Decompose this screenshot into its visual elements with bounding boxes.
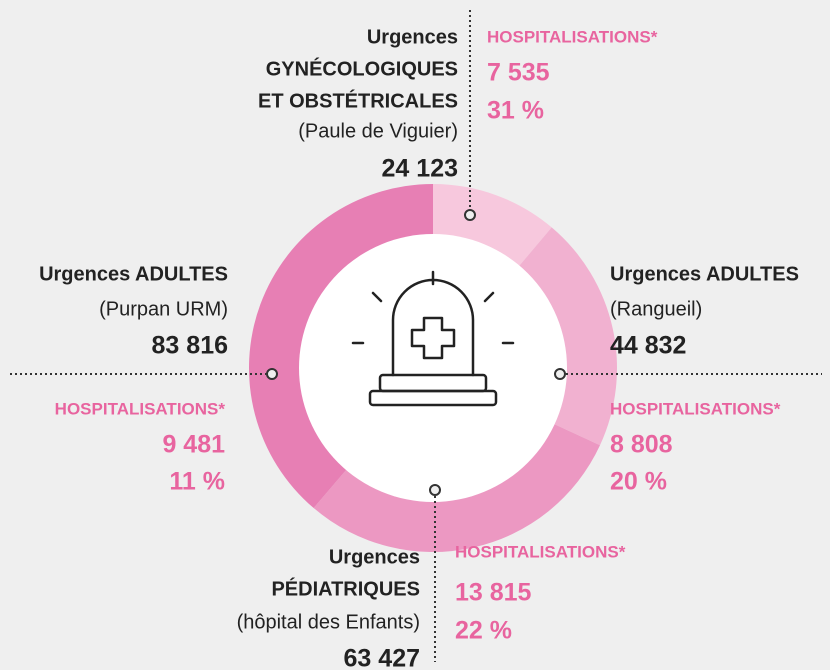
- siren-icon: [351, 270, 515, 407]
- segment-value: 83 816: [152, 332, 228, 360]
- donut-center: [299, 234, 567, 502]
- donut-segment: [313, 422, 601, 553]
- segment-name: Urgences: [329, 546, 420, 568]
- segment-note: (hôpital des Enfants): [237, 611, 420, 633]
- segment-note: (Rangueil): [610, 298, 702, 320]
- donut-segment: [249, 184, 433, 509]
- connector-dot: [464, 209, 476, 221]
- hosp-value: 13 815: [455, 579, 532, 607]
- hosp-value: 8 808: [610, 431, 673, 459]
- segment-name: GYNÉCOLOGIQUES: [266, 57, 458, 80]
- segment-name: PÉDIATRIQUES: [271, 577, 420, 600]
- hosp-value: 7 535: [487, 59, 550, 87]
- segment-note: (Paule de Viguier): [298, 120, 458, 142]
- hosp-value: 9 481: [162, 431, 225, 459]
- donut-segment: [433, 184, 552, 269]
- hosp-percent: 31 %: [487, 97, 544, 125]
- connector-dot: [429, 484, 441, 496]
- segment-value: 63 427: [344, 645, 420, 670]
- segment-name: Urgences ADULTES: [610, 263, 799, 285]
- connector-dot: [266, 368, 278, 380]
- connector-dot: [554, 368, 566, 380]
- hosp-title: HOSPITALISATIONS*: [455, 542, 626, 561]
- segment-name: Urgences ADULTES: [39, 263, 228, 285]
- hosp-title: HOSPITALISATIONS*: [610, 399, 781, 418]
- donut-segment: [516, 227, 617, 446]
- donut: [249, 184, 617, 553]
- hosp-percent: 11 %: [169, 468, 225, 496]
- hosp-title: HOSPITALISATIONS*: [487, 27, 658, 46]
- hosp-title: HOSPITALISATIONS*: [55, 399, 226, 418]
- segment-note: (Purpan URM): [99, 298, 228, 320]
- segment-name: Urgences: [367, 26, 458, 48]
- hosp-percent: 22 %: [455, 617, 512, 645]
- segment-value: 24 123: [382, 155, 458, 183]
- segment-name: ET OBSTÉTRICALES: [258, 89, 458, 112]
- segment-value: 44 832: [610, 332, 686, 360]
- hosp-percent: 20 %: [610, 468, 667, 496]
